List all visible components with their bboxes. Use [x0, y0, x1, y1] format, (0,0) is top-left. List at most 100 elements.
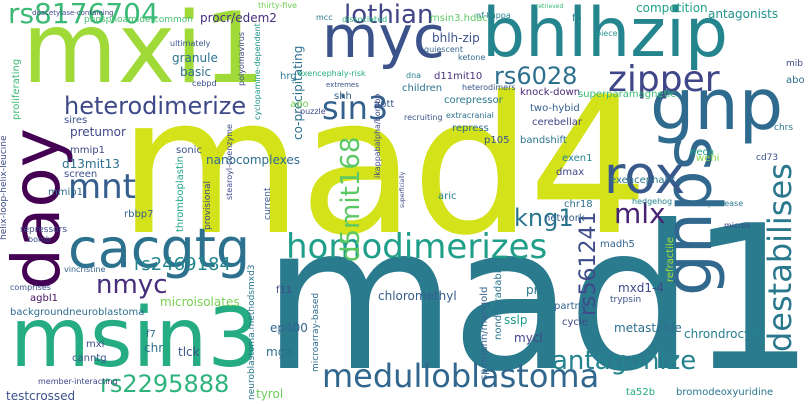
word: retrieved	[536, 3, 564, 10]
word: chrondrocyte	[684, 327, 764, 341]
word: sin3	[322, 89, 389, 127]
word: exencephaly-risk	[298, 69, 366, 78]
word: thirty-five	[258, 1, 298, 10]
word: kng1	[514, 204, 574, 232]
word: pretumor	[70, 125, 126, 139]
word: microarray-based	[311, 292, 321, 372]
word: ultimately	[170, 39, 211, 48]
word: chr	[144, 341, 164, 355]
word: nf-kappa	[476, 11, 511, 20]
word: mlx	[614, 197, 666, 230]
word: micros	[724, 221, 751, 230]
word: p105	[484, 135, 510, 146]
word: rbbp7	[124, 209, 154, 220]
word: competition	[636, 1, 708, 15]
word: cerebellar	[532, 117, 582, 128]
word: mxi	[86, 339, 105, 350]
word: procr/edem2	[200, 11, 277, 25]
word: homodimerizes	[286, 227, 548, 267]
word: shh	[334, 91, 352, 102]
word: msin3.hdac	[430, 13, 488, 24]
word: screen	[64, 169, 98, 180]
word: sires	[64, 115, 88, 126]
word: heterodimers	[462, 83, 516, 92]
word: superficially	[399, 171, 406, 208]
word: aptt	[374, 99, 395, 110]
word: puzzle	[300, 107, 326, 116]
word: bhlh-zip	[432, 31, 480, 45]
word: rs8176704	[8, 0, 159, 30]
word: stearoyl-coenzyme	[225, 124, 234, 200]
word: neuroblastoma.methodsmxd3	[247, 264, 257, 400]
word: helix-loop-helix-leucine	[0, 135, 9, 240]
word: cyclopamine-dependent	[253, 23, 262, 120]
word: madh5	[600, 239, 635, 250]
word: tlck	[178, 345, 200, 359]
word: extremes	[326, 81, 359, 89]
word: network	[544, 213, 585, 224]
word: nanocomplexes	[206, 153, 301, 167]
word: nmyc	[96, 270, 168, 300]
word: children	[402, 83, 443, 94]
word: rox	[604, 146, 686, 206]
word: extracranial	[446, 111, 494, 120]
word: nondegradable	[493, 264, 504, 340]
word: f7	[146, 329, 156, 340]
word: rs6028	[494, 62, 578, 90]
word: corepressor	[444, 95, 503, 106]
word: trypsin	[610, 295, 642, 305]
word: current	[263, 187, 273, 220]
word: preb	[526, 283, 554, 297]
word: exen1	[562, 153, 593, 164]
word: testcrossed	[6, 389, 76, 403]
word: mmip1	[48, 187, 83, 198]
word: thromboplastin	[175, 156, 186, 232]
word: proliferating	[11, 58, 22, 120]
word: dissociated	[342, 15, 388, 24]
word: dmax	[556, 167, 585, 178]
word: daoy	[0, 128, 75, 290]
word: cebpd	[192, 79, 217, 88]
word: ado	[290, 99, 309, 110]
word: bhlhzip	[482, 0, 729, 73]
word: mga	[266, 345, 293, 359]
word: deacetylase-containing	[32, 9, 114, 17]
word: tyrol	[256, 387, 284, 401]
word: vincristine	[64, 265, 106, 274]
word: piece	[596, 29, 618, 38]
word: d11mit10	[434, 71, 483, 82]
word: spemann/mangold	[479, 286, 490, 380]
word: mxi1	[22, 0, 266, 106]
word: mad1	[262, 183, 808, 404]
word: bromodeoxyuridine	[676, 387, 774, 398]
word: provisional	[203, 181, 213, 230]
word: protease	[708, 199, 744, 208]
word: aric	[438, 191, 457, 202]
word: repressors	[20, 225, 68, 235]
word: quiescent	[424, 45, 463, 54]
word: msin3	[10, 291, 260, 386]
word: superparamagnetic	[578, 89, 676, 100]
word: mmip1	[70, 145, 105, 156]
word: dna	[406, 71, 422, 80]
word: rs2295888	[100, 370, 230, 398]
word: f11	[276, 285, 293, 296]
word: neca	[690, 147, 715, 158]
word: ep400	[270, 321, 308, 335]
word: lothian	[344, 0, 434, 30]
word: gnp	[650, 64, 784, 146]
word: myc	[322, 3, 445, 71]
word: sonic	[176, 145, 202, 156]
word: refractile	[665, 237, 676, 282]
word: abo	[786, 75, 805, 86]
word: medulloblastoma	[322, 357, 600, 395]
word: wehi	[696, 153, 720, 164]
word: f5	[572, 13, 582, 24]
word: sslp	[504, 313, 528, 327]
word: knock-down	[520, 87, 581, 98]
word: metastable	[614, 321, 682, 335]
word: microisolates	[160, 295, 240, 309]
word: mad4	[118, 56, 649, 277]
word: chr18	[564, 199, 593, 210]
